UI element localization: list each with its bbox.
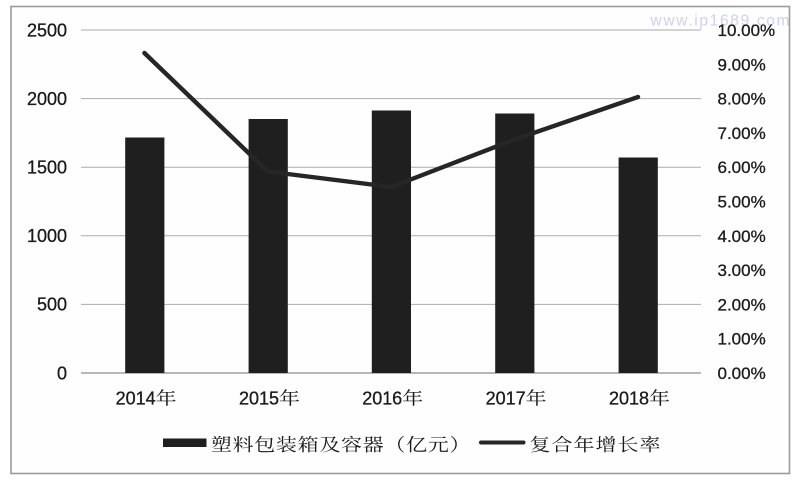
- svg-text:6.00%: 6.00%: [718, 158, 766, 177]
- svg-text:10.00%: 10.00%: [718, 21, 776, 40]
- svg-text:4.00%: 4.00%: [718, 227, 766, 246]
- svg-text:2.00%: 2.00%: [718, 295, 766, 314]
- svg-text:1000: 1000: [27, 226, 67, 246]
- svg-text:www.ip1689.com: www.ip1689.com: [650, 13, 790, 30]
- svg-text:5.00%: 5.00%: [718, 193, 766, 212]
- svg-text:7.00%: 7.00%: [718, 124, 766, 143]
- svg-text:2014: 2014: [116, 389, 156, 409]
- svg-text:8.00%: 8.00%: [718, 90, 766, 109]
- svg-text:2016: 2016: [362, 389, 402, 409]
- svg-text:2000: 2000: [27, 89, 67, 109]
- svg-text:2018: 2018: [609, 389, 649, 409]
- svg-text:9.00%: 9.00%: [718, 55, 766, 74]
- svg-text:2017: 2017: [486, 389, 526, 409]
- svg-text:2500: 2500: [27, 20, 67, 40]
- svg-text:500: 500: [37, 295, 67, 315]
- svg-text:1.00%: 1.00%: [718, 330, 766, 349]
- svg-text:3.00%: 3.00%: [718, 261, 766, 280]
- svg-text:0: 0: [57, 363, 67, 383]
- svg-text:1500: 1500: [27, 158, 67, 178]
- svg-text:0.00%: 0.00%: [718, 364, 766, 383]
- svg-text:2015: 2015: [239, 389, 279, 409]
